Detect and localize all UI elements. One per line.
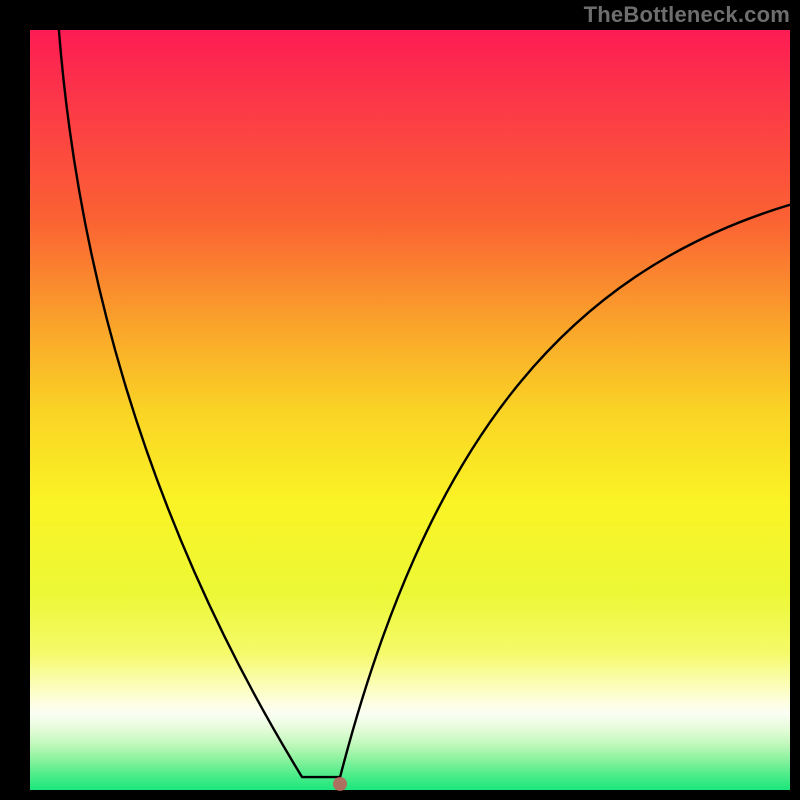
plot-area	[30, 30, 790, 790]
optimum-marker	[333, 777, 347, 791]
gradient-background	[30, 30, 790, 790]
chart-frame: TheBottleneck.com	[0, 0, 800, 800]
watermark-text: TheBottleneck.com	[584, 2, 790, 28]
